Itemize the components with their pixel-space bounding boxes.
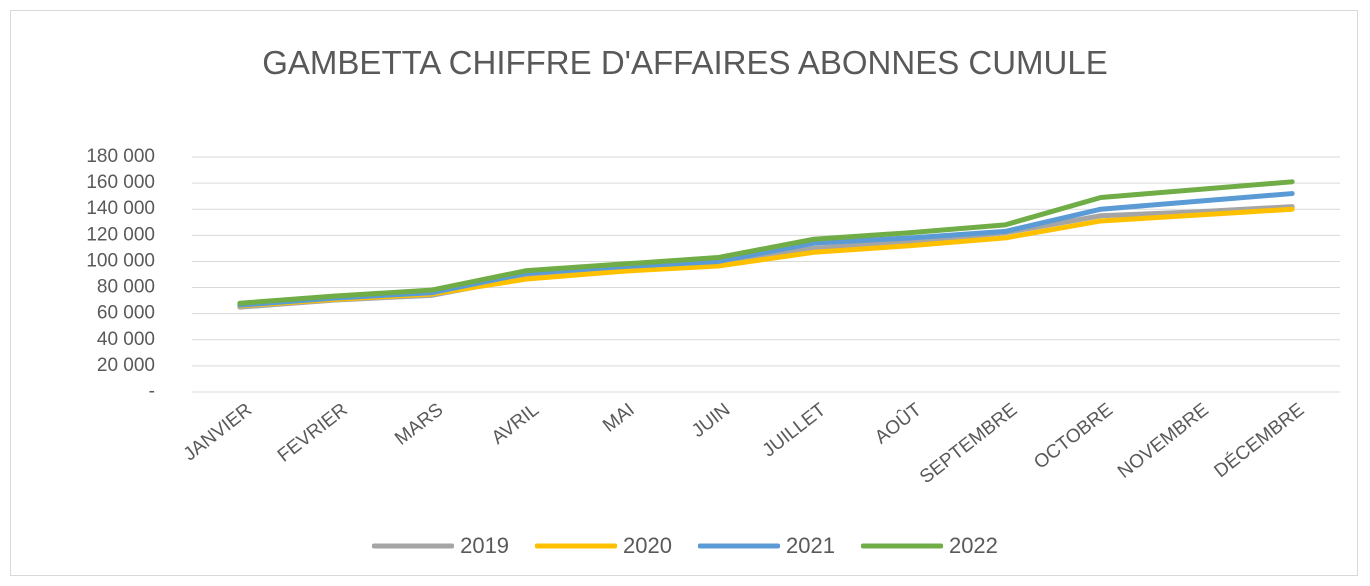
y-tick-label: 160 000 (86, 172, 155, 193)
legend: 2019 2020 2021 2022 (0, 533, 1370, 559)
legend-label: 2021 (786, 533, 835, 558)
legend-swatch (535, 543, 618, 549)
legend-item: 2020 (535, 533, 672, 559)
x-tick-label: AOÛT (871, 398, 926, 448)
line-series (237, 179, 1295, 306)
y-tick-label: - (149, 381, 155, 402)
x-tick-label: AVRIL (488, 399, 543, 448)
y-tick-label: 20 000 (97, 355, 155, 376)
legend-label: 2022 (948, 533, 998, 558)
x-tick-label: FEVRIER (274, 399, 352, 466)
legend-item: 2019 (372, 533, 509, 559)
x-tick-label: JANVIER (180, 399, 256, 465)
legend-item: 2021 (698, 533, 835, 559)
chart-frame (10, 10, 1358, 576)
x-tick-label: JUILLET (759, 399, 830, 461)
y-tick-label: 40 000 (97, 329, 155, 350)
legend-label: 2019 (460, 533, 510, 558)
y-tick-label: 180 000 (86, 146, 155, 167)
y-tick-label: 120 000 (86, 224, 155, 245)
chart-title: GAMBETTA CHIFFRE D'AFFAIRES ABONNES CUMU… (262, 44, 1108, 81)
x-tick-label: DÉCEMBRE (1211, 399, 1309, 482)
x-tick-label: MARS (391, 399, 447, 449)
y-tick-label: 80 000 (97, 277, 155, 298)
x-tick-label: JUIN (688, 399, 734, 442)
legend-swatch (860, 543, 943, 549)
legend-label: 2020 (623, 533, 672, 558)
legend-item: 2022 (860, 533, 998, 559)
x-tick-label: OCTOBRE (1030, 399, 1117, 473)
y-tick-label: 60 000 (97, 303, 155, 324)
y-tick-label: 140 000 (86, 198, 155, 219)
x-tick-label: SEPTEMBRE (916, 399, 1021, 488)
x-tick-label: MAI (599, 399, 639, 436)
x-tick-label: NOVEMBRE (1114, 399, 1213, 483)
legend-swatch (372, 543, 455, 549)
legend-swatch (698, 543, 780, 549)
y-tick-label: 100 000 (86, 250, 155, 271)
